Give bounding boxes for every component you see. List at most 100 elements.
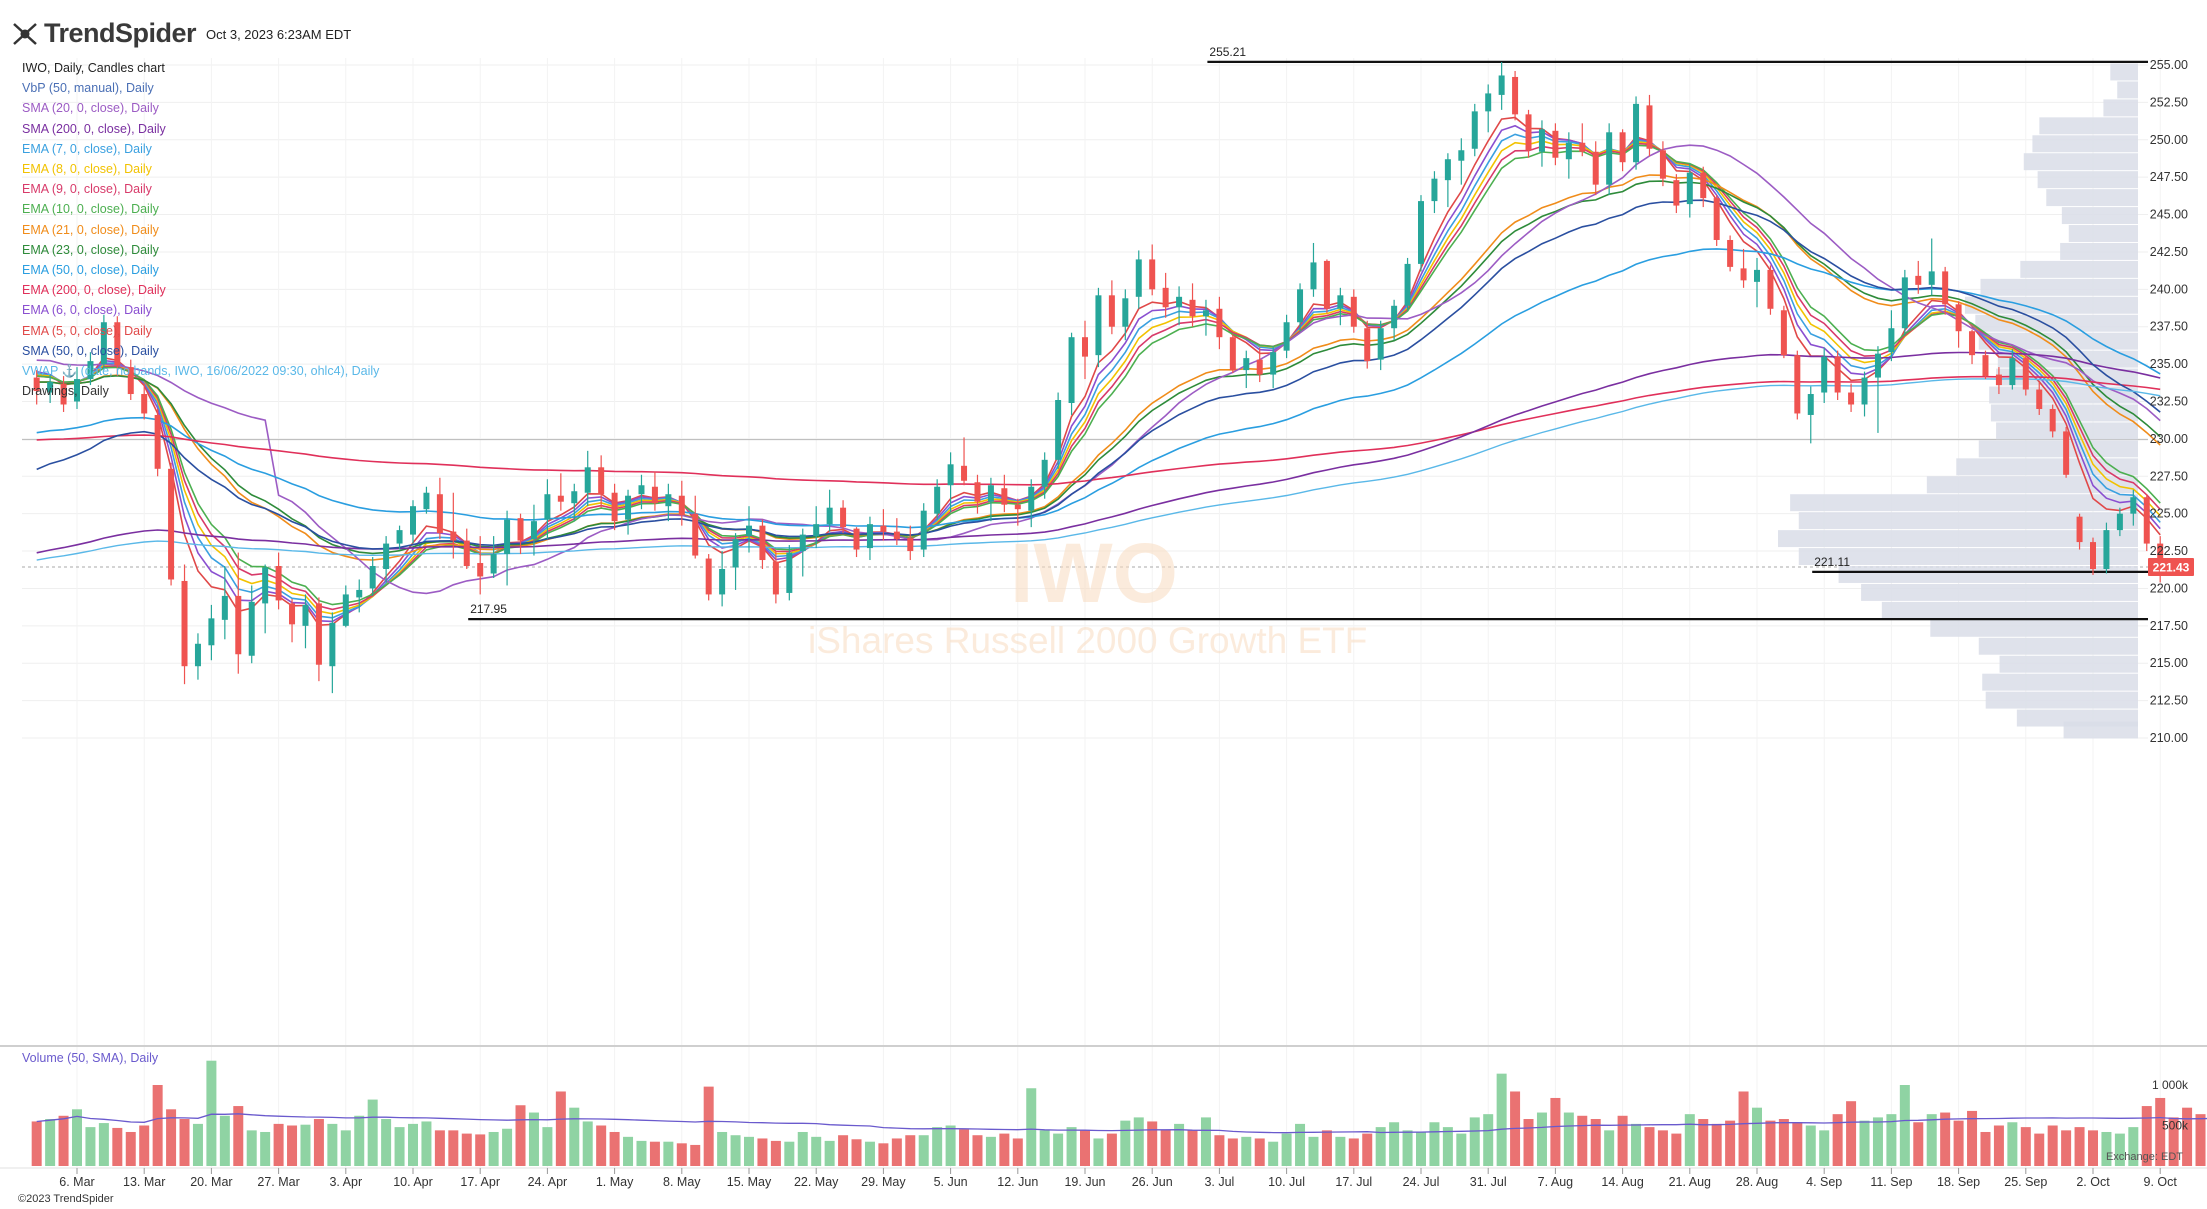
candle-body xyxy=(1700,172,1707,199)
moving-average-lines xyxy=(36,116,2161,627)
volume-bar xyxy=(313,1119,324,1166)
volume-bar xyxy=(1200,1117,1211,1166)
time-tick-label: 28. Aug xyxy=(1736,1175,1778,1189)
candle-body xyxy=(383,543,390,570)
volume-bar xyxy=(1053,1133,1064,1166)
volume-bar xyxy=(166,1109,177,1166)
volume-bar xyxy=(1899,1085,1910,1166)
time-tick-label: 25. Sep xyxy=(2004,1175,2047,1189)
candle-body xyxy=(1646,105,1653,149)
time-tick-label: 21. Aug xyxy=(1669,1175,1711,1189)
volume-bar xyxy=(233,1106,244,1166)
volume-bar xyxy=(1698,1119,1709,1166)
candle-body xyxy=(2103,530,2110,570)
vbp-bar xyxy=(1861,583,2138,601)
volume-bar xyxy=(1362,1133,1373,1166)
volume-bar xyxy=(2168,1117,2179,1166)
candle-body xyxy=(1834,356,1841,393)
candle-body xyxy=(1202,310,1209,317)
volume-bar xyxy=(475,1134,486,1166)
volume-bar xyxy=(1308,1136,1319,1166)
last-price-tag-bg xyxy=(2148,558,2194,577)
volume-bar xyxy=(676,1143,687,1166)
time-tick-label: 3. Apr xyxy=(329,1175,362,1189)
legend-item: EMA (50, 0, close), Daily xyxy=(22,263,159,278)
candle-body xyxy=(557,495,564,502)
volume-bar xyxy=(1792,1122,1803,1166)
volume-bar xyxy=(1321,1130,1332,1166)
candle-body xyxy=(1525,114,1532,151)
candle-body xyxy=(141,394,148,414)
time-tick-label: 24. Apr xyxy=(528,1175,568,1189)
app-logo[interactable]: TrendSpider xyxy=(12,18,197,49)
candle-body xyxy=(235,595,242,655)
candle-body xyxy=(1337,295,1344,309)
candle-body xyxy=(74,379,80,402)
candle-body xyxy=(60,383,67,405)
volume-bar xyxy=(703,1086,714,1166)
time-tick-label: 19. Jun xyxy=(1064,1175,1105,1189)
volume-bar xyxy=(2007,1122,2018,1166)
candle-body xyxy=(1176,296,1183,308)
volume-bar xyxy=(1993,1125,2004,1166)
volume-bar xyxy=(824,1140,835,1166)
candle-body xyxy=(114,322,121,366)
candle-body xyxy=(396,530,403,544)
volume-bar xyxy=(1590,1119,1601,1166)
price-tick-label: 252.50 xyxy=(2150,95,2188,109)
candle-body xyxy=(248,601,255,656)
volume-tick-label: 500k xyxy=(2162,1119,2189,1133)
volume-bar xyxy=(1268,1141,1279,1166)
price-tick-label: 230.00 xyxy=(2150,432,2188,446)
candle-body xyxy=(1955,304,1962,332)
vbp-bar xyxy=(1985,691,2138,709)
vbp-bar xyxy=(2046,189,2138,207)
candle-body xyxy=(221,595,228,620)
volume-bar xyxy=(1066,1127,1077,1166)
candle-body xyxy=(987,485,994,502)
time-tick-label: 1. May xyxy=(596,1175,634,1189)
logo-wordmark: TrendSpider xyxy=(44,18,197,48)
candle-body xyxy=(1041,459,1048,487)
vbp-bar xyxy=(1926,476,2138,494)
candle-body xyxy=(880,525,887,532)
candle-body xyxy=(504,519,511,555)
volume-bar xyxy=(2034,1133,2045,1166)
vbp-bar xyxy=(1978,440,2138,458)
volume-bar xyxy=(609,1131,620,1166)
volume-bar xyxy=(1375,1127,1386,1166)
candle-body xyxy=(1780,310,1787,356)
volume-bar xyxy=(1940,1112,1951,1166)
volume-bar xyxy=(58,1115,69,1166)
vbp-bar xyxy=(2110,63,2138,81)
vbp-bar xyxy=(2060,242,2138,260)
price-tick-label: 235.00 xyxy=(2150,357,2188,371)
spider-logo-icon xyxy=(13,22,37,45)
candle-body xyxy=(194,643,201,667)
volume-bar xyxy=(192,1123,203,1166)
candle-body xyxy=(1297,289,1304,323)
horizontal-levels: 255.21 217.95 221.11 xyxy=(468,45,2148,621)
candle-body xyxy=(1431,178,1438,202)
candle-body xyxy=(746,525,752,537)
candle-body xyxy=(1606,132,1613,185)
volume-bar xyxy=(663,1141,674,1166)
last-price-tag-label: 221.43 xyxy=(2153,561,2190,575)
volume-bar xyxy=(381,1119,392,1166)
volume-bar xyxy=(1241,1136,1252,1166)
volume-bars xyxy=(31,1060,2207,1166)
candle-body xyxy=(1659,150,1666,179)
volume-bar xyxy=(972,1135,983,1166)
candle-body xyxy=(1377,328,1384,360)
candle-body xyxy=(1633,103,1640,163)
time-tick-label: 22. May xyxy=(794,1175,839,1189)
volume-bar xyxy=(959,1129,970,1166)
time-tick-label: 26. Jun xyxy=(1132,1175,1173,1189)
candle-body xyxy=(1149,259,1156,290)
time-tick-label: 9. Oct xyxy=(2144,1175,2178,1189)
candle-body xyxy=(1727,239,1734,267)
volume-bar xyxy=(878,1143,889,1166)
volume-sma-line xyxy=(36,1113,2207,1134)
candle-body xyxy=(1270,352,1277,375)
